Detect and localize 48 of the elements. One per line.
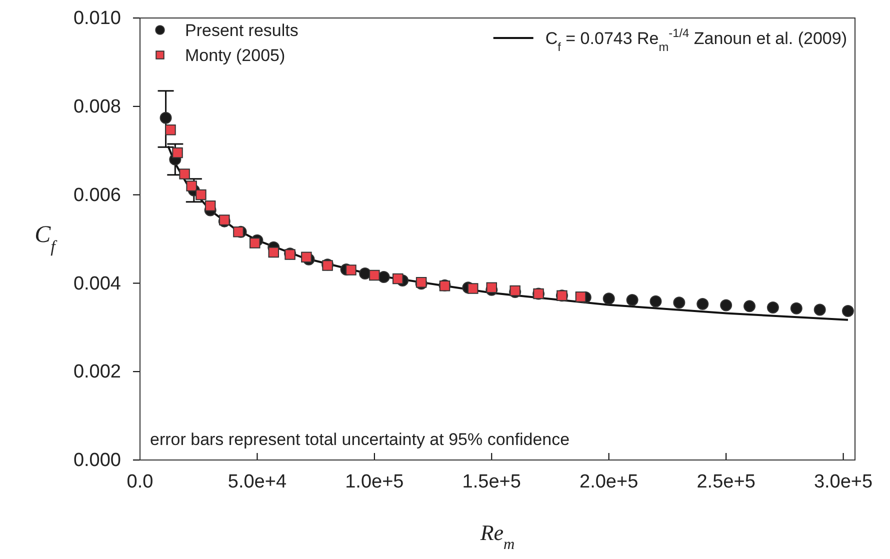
x-tick-label: 2.0e+5 — [580, 471, 638, 492]
point — [165, 124, 176, 136]
point — [268, 246, 279, 258]
y-tick-label: 0.002 — [73, 362, 121, 383]
point — [392, 273, 404, 284]
point — [172, 147, 183, 158]
point — [842, 305, 854, 318]
point — [720, 299, 732, 312]
legend-label: Present results — [185, 21, 298, 40]
point — [650, 295, 662, 308]
point — [196, 189, 206, 200]
x-tick-label: 1.0e+5 — [345, 471, 404, 492]
x-axis-title: Re$_{m}$ — [479, 520, 515, 552]
point — [626, 294, 638, 306]
point — [790, 302, 802, 314]
point — [696, 298, 709, 310]
point — [486, 282, 498, 293]
x-tick-label: 0.0 — [126, 471, 154, 492]
y-tick-label: 0.004 — [73, 273, 122, 294]
point — [744, 300, 756, 312]
point — [814, 304, 826, 316]
y-tick-label: 0.008 — [73, 96, 121, 118]
annotation: error bars represent total uncertainty at 95% confidence — [150, 430, 570, 449]
x-tick-label: 2.5e+5 — [696, 471, 756, 492]
point — [186, 180, 197, 192]
legend-label: Monty (2005) — [185, 46, 286, 65]
point — [160, 112, 172, 124]
y-tick-label: 0.006 — [73, 184, 121, 206]
point — [301, 252, 312, 262]
point — [673, 296, 686, 309]
point — [369, 270, 380, 281]
point — [359, 267, 372, 280]
point — [346, 264, 356, 276]
x-tick-label: 1.5e+5 — [462, 471, 521, 492]
point — [233, 226, 244, 238]
y-tick-label: 0.010 — [73, 8, 121, 30]
x-tick-label: 5.0e+4 — [228, 471, 287, 492]
point — [766, 302, 779, 314]
point — [179, 168, 190, 180]
x-tick-label: 3.0e+5 — [814, 471, 873, 492]
point — [204, 200, 216, 212]
point — [249, 238, 260, 248]
y-axis-title: C$_{f}$ — [34, 222, 58, 256]
point — [602, 292, 615, 305]
point — [468, 283, 478, 294]
legend-label: C$_{f}$ = 0.0743 Re$_{m}$$^{-1/4}$ Zanoun et al. (2009) — [545, 26, 847, 54]
point — [575, 292, 586, 302]
y-tick-label: 0.000 — [73, 450, 121, 472]
